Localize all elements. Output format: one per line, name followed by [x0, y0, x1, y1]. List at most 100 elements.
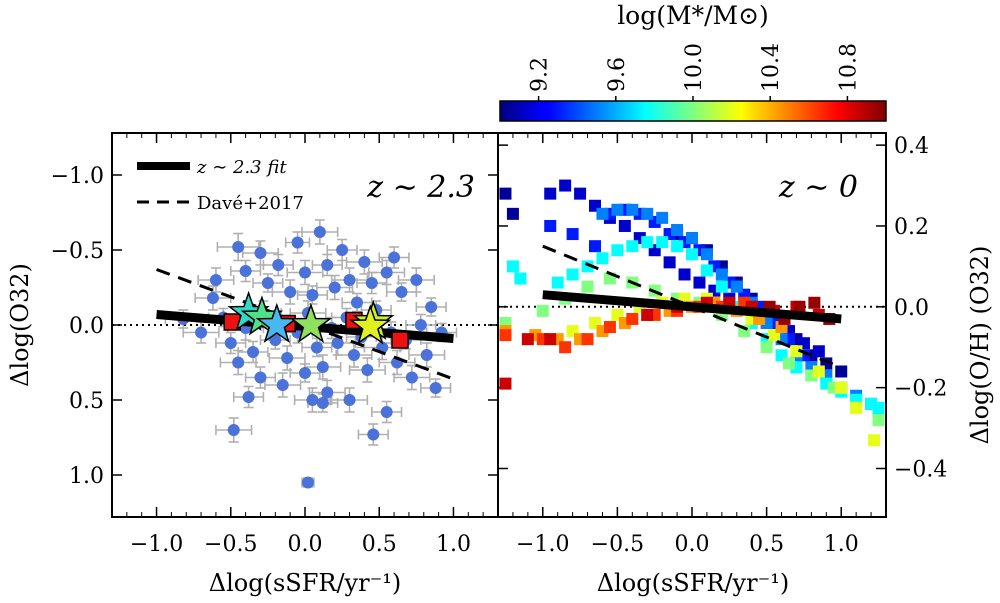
mass-bin-square	[536, 304, 549, 317]
mass-bin-square	[506, 207, 519, 220]
y-tick-label: 0.4	[894, 134, 929, 159]
mass-bin-square	[678, 268, 691, 281]
y-tick-label: −0.5	[51, 239, 104, 264]
data-point	[395, 286, 408, 298]
mass-bin-square	[618, 219, 631, 232]
data-point	[206, 292, 219, 304]
mass-bin-square	[868, 434, 881, 447]
right-plot-area	[498, 179, 886, 447]
data-point	[350, 296, 363, 309]
data-point	[310, 341, 323, 354]
data-point	[316, 397, 329, 409]
right-xlabel: Δlog(sSFR/yr⁻¹)	[597, 569, 789, 597]
data-point	[343, 394, 356, 406]
data-point	[361, 364, 374, 376]
data-point	[306, 394, 319, 406]
colorbar-tick-label: 10.4	[759, 43, 784, 92]
y-tick-label: 0.0	[69, 314, 104, 339]
left-annotation: z ∼ 2.3	[366, 170, 475, 205]
mass-bin-square	[574, 187, 587, 200]
colorbar-tick-label: 10.0	[682, 43, 707, 92]
x-tick-label: 1.0	[824, 532, 859, 557]
data-point	[284, 286, 297, 298]
legend-fit-label: z ∼ 2.3 fit	[196, 157, 287, 178]
right-ylabel: Δlog(O/H) (O32)	[966, 246, 994, 445]
data-point	[232, 356, 245, 369]
x-tick-label: 0.0	[288, 532, 323, 557]
star-marker	[349, 304, 392, 345]
y-tick-label: −0.2	[894, 377, 947, 402]
y-tick-label: 0.0	[894, 296, 929, 321]
mass-bin-square	[760, 341, 773, 354]
colorbar-tick-label: 10.8	[836, 43, 861, 92]
data-point	[365, 277, 378, 289]
data-point	[414, 319, 427, 331]
data-point	[247, 346, 260, 358]
data-point	[358, 256, 371, 268]
data-point	[301, 476, 314, 489]
mass-bin-square	[506, 260, 519, 273]
mass-bin-square	[581, 333, 594, 346]
y-tick-label: −0.4	[894, 457, 947, 482]
right-ticks: −1.0 −0.5 0.0 0.5 1.0 −0.4 −0.2 0.0 0.2 0.4	[498, 133, 947, 557]
left-ticks: −1.0 −0.5 0.0 0.5 1.0 −1.0 −0.5 0.0 0.5 1.0	[51, 133, 498, 557]
right-mass-squares	[499, 179, 885, 447]
colorbar-tick-label: 9.2	[528, 57, 553, 92]
mass-bin-square	[596, 252, 609, 265]
mass-bin-square	[499, 329, 512, 342]
colorbar-gradient	[499, 100, 887, 122]
mass-bin-square	[835, 381, 848, 394]
data-point	[380, 406, 393, 418]
mass-bin-square	[812, 345, 825, 358]
data-point	[254, 371, 267, 384]
mass-bin-square	[544, 187, 557, 200]
legend-dave-label: Davé+2017	[197, 193, 304, 214]
mass-bin-square	[596, 207, 609, 220]
mass-bin-square	[544, 333, 557, 346]
x-tick-label: 1.0	[436, 532, 471, 557]
legend: z ∼ 2.3 fit Davé+2017	[137, 157, 304, 214]
data-point	[388, 251, 401, 264]
mass-bin-square	[499, 377, 512, 390]
data-point	[425, 301, 438, 313]
colorbar: 9.2 9.6 10.0 10.4 10.8 log(M*/M⊙)	[499, 1, 887, 122]
left-panel: −1.0 −0.5 0.0 0.5 1.0 −1.0 −0.5 0.0 0.5 1.0 z ∼ 2…	[6, 132, 499, 597]
mass-bin-square	[641, 308, 654, 321]
colorbar-ticks: 9.2 9.6 10.0 10.4 10.8	[528, 43, 861, 101]
left-dave-line	[156, 268, 454, 381]
data-point	[410, 274, 423, 286]
x-tick-label: −0.5	[204, 532, 257, 557]
mass-bin-square	[559, 179, 572, 192]
colorbar-label: log(M*/M⊙)	[617, 1, 769, 30]
mass-bin-square	[626, 312, 639, 325]
mass-bin-square	[589, 240, 601, 253]
mass-bin-square	[850, 401, 863, 414]
data-point	[316, 361, 329, 373]
data-point	[328, 281, 341, 294]
binned-square	[391, 331, 409, 349]
y-tick-label: 1.0	[69, 464, 104, 489]
error-bar	[219, 349, 257, 376]
error-bar	[244, 366, 277, 389]
mass-bin-square	[581, 260, 594, 273]
data-point	[367, 428, 380, 441]
data-point	[254, 247, 267, 259]
mass-bin-square	[626, 240, 639, 253]
mass-bin-square	[686, 248, 698, 261]
data-point	[380, 266, 393, 279]
mass-bin-square	[872, 413, 885, 426]
mass-bin-square	[566, 268, 579, 281]
x-tick-label: 0.5	[362, 532, 397, 557]
data-point	[299, 266, 311, 279]
x-tick-label: 0.0	[675, 532, 710, 557]
mass-bin-square	[671, 240, 684, 253]
data-point	[281, 352, 294, 364]
mass-bin-square	[656, 236, 669, 249]
mass-bin-square	[603, 321, 616, 334]
mass-bin-square	[700, 248, 713, 261]
y-tick-label: −1.0	[51, 164, 104, 189]
data-point	[276, 379, 289, 391]
mass-bin-square	[559, 341, 572, 354]
data-point	[261, 277, 274, 289]
data-point	[299, 367, 311, 379]
